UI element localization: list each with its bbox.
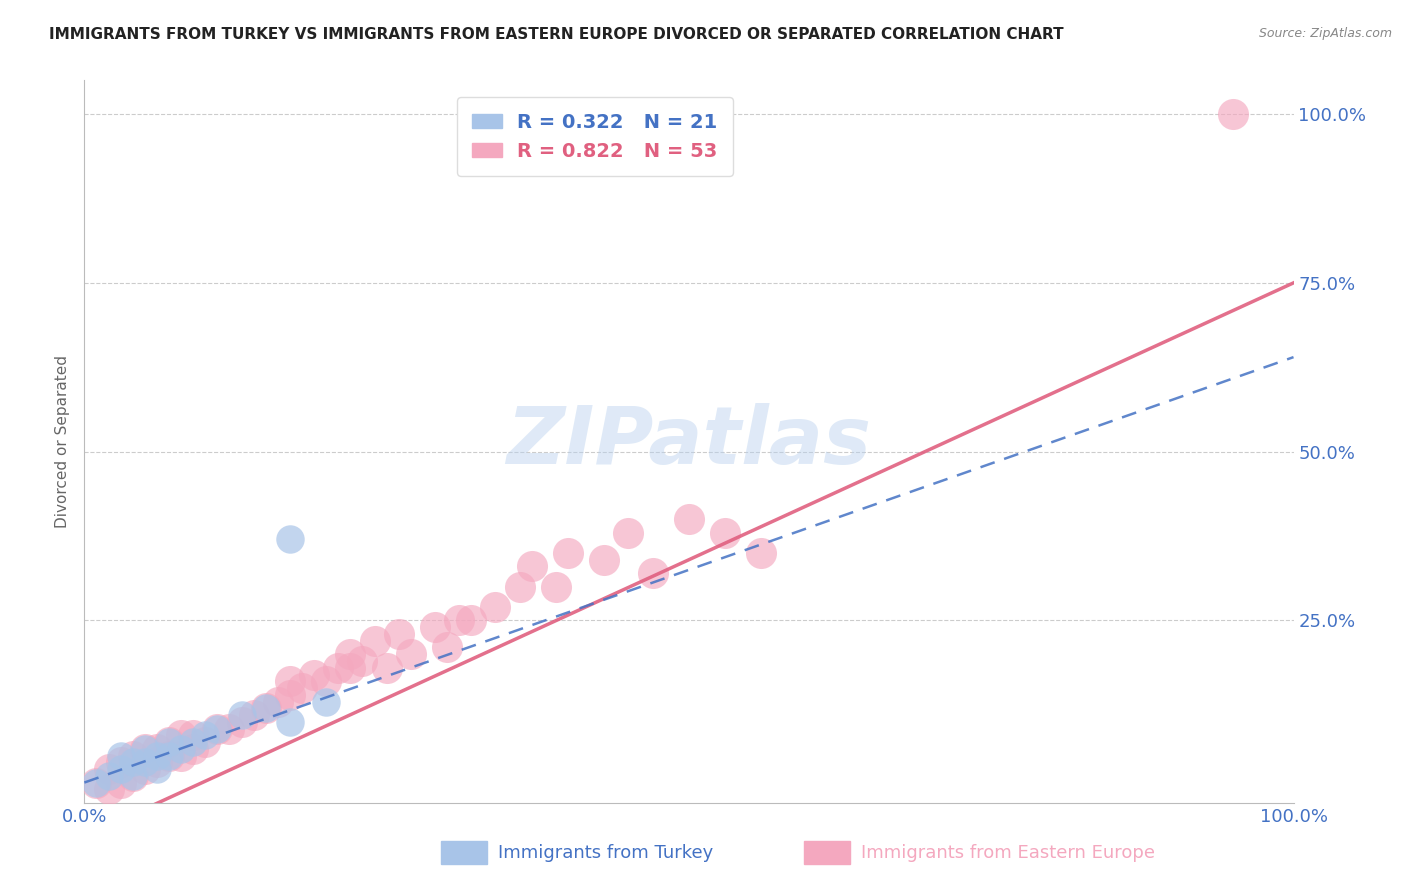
Point	[399, 647, 422, 661]
Point	[121, 748, 143, 763]
Point	[302, 667, 325, 681]
Text: Immigrants from Eastern Europe: Immigrants from Eastern Europe	[860, 844, 1154, 862]
Point	[121, 756, 143, 770]
Point	[593, 552, 616, 566]
Point	[278, 533, 301, 547]
Point	[484, 599, 506, 614]
Point	[110, 762, 132, 776]
Point	[278, 674, 301, 689]
Point	[170, 728, 193, 742]
Point	[170, 748, 193, 763]
Text: ZIPatlas: ZIPatlas	[506, 402, 872, 481]
Text: IMMIGRANTS FROM TURKEY VS IMMIGRANTS FROM EASTERN EUROPE DIVORCED OR SEPARATED C: IMMIGRANTS FROM TURKEY VS IMMIGRANTS FRO…	[49, 27, 1064, 42]
Point	[157, 735, 180, 749]
Point	[157, 735, 180, 749]
Point	[254, 701, 277, 715]
Point	[181, 728, 204, 742]
Point	[388, 627, 411, 641]
Point	[278, 714, 301, 729]
Point	[315, 674, 337, 689]
Point	[520, 559, 543, 574]
Point	[714, 525, 737, 540]
Point	[218, 722, 240, 736]
Point	[207, 722, 229, 736]
Point	[146, 762, 169, 776]
Point	[1222, 107, 1244, 121]
Point	[231, 708, 253, 723]
Point	[436, 640, 458, 655]
Point	[315, 694, 337, 708]
Point	[157, 748, 180, 763]
Text: Source: ZipAtlas.com: Source: ZipAtlas.com	[1258, 27, 1392, 40]
Point	[242, 708, 264, 723]
Y-axis label: Divorced or Separated: Divorced or Separated	[55, 355, 70, 528]
Point	[146, 748, 169, 763]
Point	[134, 741, 156, 756]
Point	[352, 654, 374, 668]
Point	[449, 614, 471, 628]
Point	[278, 688, 301, 702]
Point	[267, 694, 290, 708]
Point	[110, 775, 132, 789]
Point	[146, 756, 169, 770]
Point	[231, 714, 253, 729]
Point	[157, 748, 180, 763]
Point	[86, 775, 108, 789]
Point	[557, 546, 579, 560]
Point	[181, 741, 204, 756]
Point	[97, 769, 120, 783]
Point	[339, 647, 361, 661]
FancyBboxPatch shape	[441, 841, 486, 864]
FancyBboxPatch shape	[804, 841, 849, 864]
Point	[134, 756, 156, 770]
Point	[194, 735, 217, 749]
Point	[254, 701, 277, 715]
Point	[97, 782, 120, 797]
Point	[194, 728, 217, 742]
Point	[423, 620, 446, 634]
Point	[460, 614, 482, 628]
Point	[339, 661, 361, 675]
Point	[86, 775, 108, 789]
Point	[328, 661, 350, 675]
Point	[110, 756, 132, 770]
Point	[110, 748, 132, 763]
Point	[641, 566, 664, 581]
Point	[146, 741, 169, 756]
Text: Immigrants from Turkey: Immigrants from Turkey	[498, 844, 713, 862]
Point	[617, 525, 640, 540]
Point	[363, 633, 385, 648]
Point	[170, 741, 193, 756]
Point	[121, 769, 143, 783]
Point	[544, 580, 567, 594]
Point	[509, 580, 531, 594]
Point	[375, 661, 398, 675]
Point	[121, 769, 143, 783]
Point	[291, 681, 314, 695]
Point	[134, 762, 156, 776]
Point	[181, 735, 204, 749]
Point	[678, 512, 700, 526]
Point	[97, 762, 120, 776]
Point	[134, 741, 156, 756]
Point	[207, 722, 229, 736]
Point	[751, 546, 773, 560]
Legend: R = 0.322   N = 21, R = 0.822   N = 53: R = 0.322 N = 21, R = 0.822 N = 53	[457, 97, 733, 176]
